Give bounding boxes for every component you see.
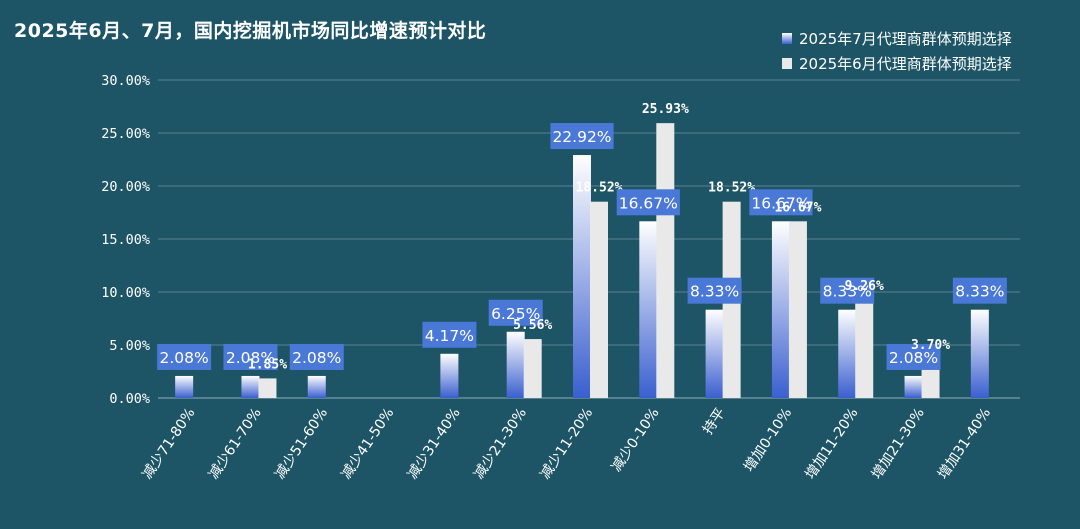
y-tick-label: 15.00% (101, 232, 150, 248)
legend-item-jun: 2025年6月代理商群体预期选择 (782, 51, 1012, 76)
legend-swatch-jun (782, 58, 792, 69)
data-label-jul: 8.33% (690, 283, 739, 301)
data-label-box-jul (886, 343, 941, 370)
legend-label-jul: 2025年7月代理商群体预期选择 (799, 30, 1012, 48)
data-label-jul: 16.67% (619, 194, 678, 212)
data-label-jul: 8.33% (955, 283, 1004, 301)
legend-item-jul: 2025年7月代理商群体预期选择 (782, 26, 1012, 51)
data-label-jun: 3.70% (911, 338, 950, 353)
data-label-box-jul (488, 299, 543, 326)
chart-title: 2025年6月、7月，国内挖掘机市场同比增速预计对比 (14, 20, 487, 42)
bar-jul (904, 375, 923, 398)
data-label-jul: 2.08% (160, 349, 209, 367)
bar-jun (656, 123, 675, 398)
data-label-box-jul (616, 189, 680, 216)
data-label-box-jul (820, 277, 875, 304)
legend-swatch-jul (782, 33, 792, 44)
x-tick-label: 减少51-60% (272, 405, 331, 482)
data-label-box-jul (157, 343, 212, 370)
bar-jul (838, 309, 857, 398)
data-label-box-jul (749, 189, 813, 216)
x-tick-label: 减少31-40% (405, 405, 464, 482)
data-label-jul: 2.08% (226, 349, 275, 367)
bar-jun (788, 221, 807, 398)
legend-label-jun: 2025年6月代理商群体预期选择 (799, 55, 1012, 73)
x-tick-label: 减少11-20% (537, 405, 596, 482)
y-tick-label: 10.00% (101, 285, 150, 301)
x-tick-label: 增加0-10% (741, 405, 795, 475)
bar-jul (771, 221, 790, 398)
bar-jul (639, 221, 658, 398)
y-tick-label: 5.00% (109, 338, 150, 354)
bar-jul (440, 353, 459, 398)
data-label-jul: 2.08% (889, 349, 938, 367)
data-label-jun: 18.52% (576, 181, 623, 196)
bar-jul (705, 309, 724, 398)
data-label-jul: 22.92% (552, 128, 611, 146)
data-label-jul: 16.67% (751, 194, 810, 212)
data-label-box-jul (422, 321, 477, 348)
bar-jul (175, 375, 194, 398)
bar-jul (970, 309, 989, 398)
data-label-jun: 1.85% (248, 357, 287, 372)
data-label-jun: 16.67% (774, 200, 821, 215)
x-tick-label: 增加31-40% (935, 405, 994, 482)
y-axis-ticks: 0.00% 5.00% 10.00% 15.00% 20.00% 25.00% 30.00% (101, 73, 150, 407)
data-label-box-jul (952, 277, 1007, 304)
data-label-jun: 18.52% (708, 181, 755, 196)
data-label-jul: 8.33% (823, 283, 872, 301)
bar-jun (590, 201, 608, 398)
data-label-jun: 25.93% (642, 102, 689, 117)
chart-legend: 2025年7月代理商群体预期选择 2025年6月代理商群体预期选择 (782, 26, 1012, 76)
x-tick-label: 减少21-30% (471, 405, 530, 482)
data-label-jul: 2.08% (292, 349, 341, 367)
x-tick-label: 减少0-10% (608, 405, 662, 475)
x-tick-label: 增加21-30% (869, 405, 928, 482)
data-label-jun: 9.26% (845, 279, 884, 294)
x-axis-labels: 减少71-80% 减少61-70% 减少51-60% 减少41-50% 减少31-40%… (139, 405, 994, 482)
x-tick-label: 持平 (700, 405, 729, 437)
bar-jun (258, 378, 277, 398)
y-tick-label: 20.00% (101, 179, 150, 195)
data-label-box-jul (550, 123, 614, 150)
data-label-jul: 6.25% (491, 305, 540, 323)
x-tick-label: 减少61-70% (206, 405, 265, 482)
x-tick-label: 减少41-50% (338, 405, 397, 482)
bar-jul (307, 375, 326, 398)
data-label-box-jul (687, 277, 742, 304)
bar-jun (523, 339, 542, 398)
data-labels: 2.08% 2.08%1.85% 2.08%4.17%6.25%5.56%22.92… (157, 102, 1007, 372)
bar-jul (506, 331, 525, 398)
data-label-jun: 5.56% (513, 318, 552, 333)
y-tick-label: 25.00% (101, 126, 150, 142)
y-tick-label: 30.00% (101, 73, 150, 89)
y-tick-label: 0.00% (109, 391, 150, 407)
data-label-jul: 4.17% (425, 327, 474, 345)
bar-jul (241, 375, 260, 398)
data-label-box-jul (289, 343, 344, 370)
x-tick-label: 增加11-20% (802, 405, 861, 482)
bar-jul (573, 155, 591, 398)
data-label-box-jul (223, 343, 278, 370)
x-tick-label: 减少71-80% (139, 405, 198, 482)
bar-jun (855, 299, 874, 398)
